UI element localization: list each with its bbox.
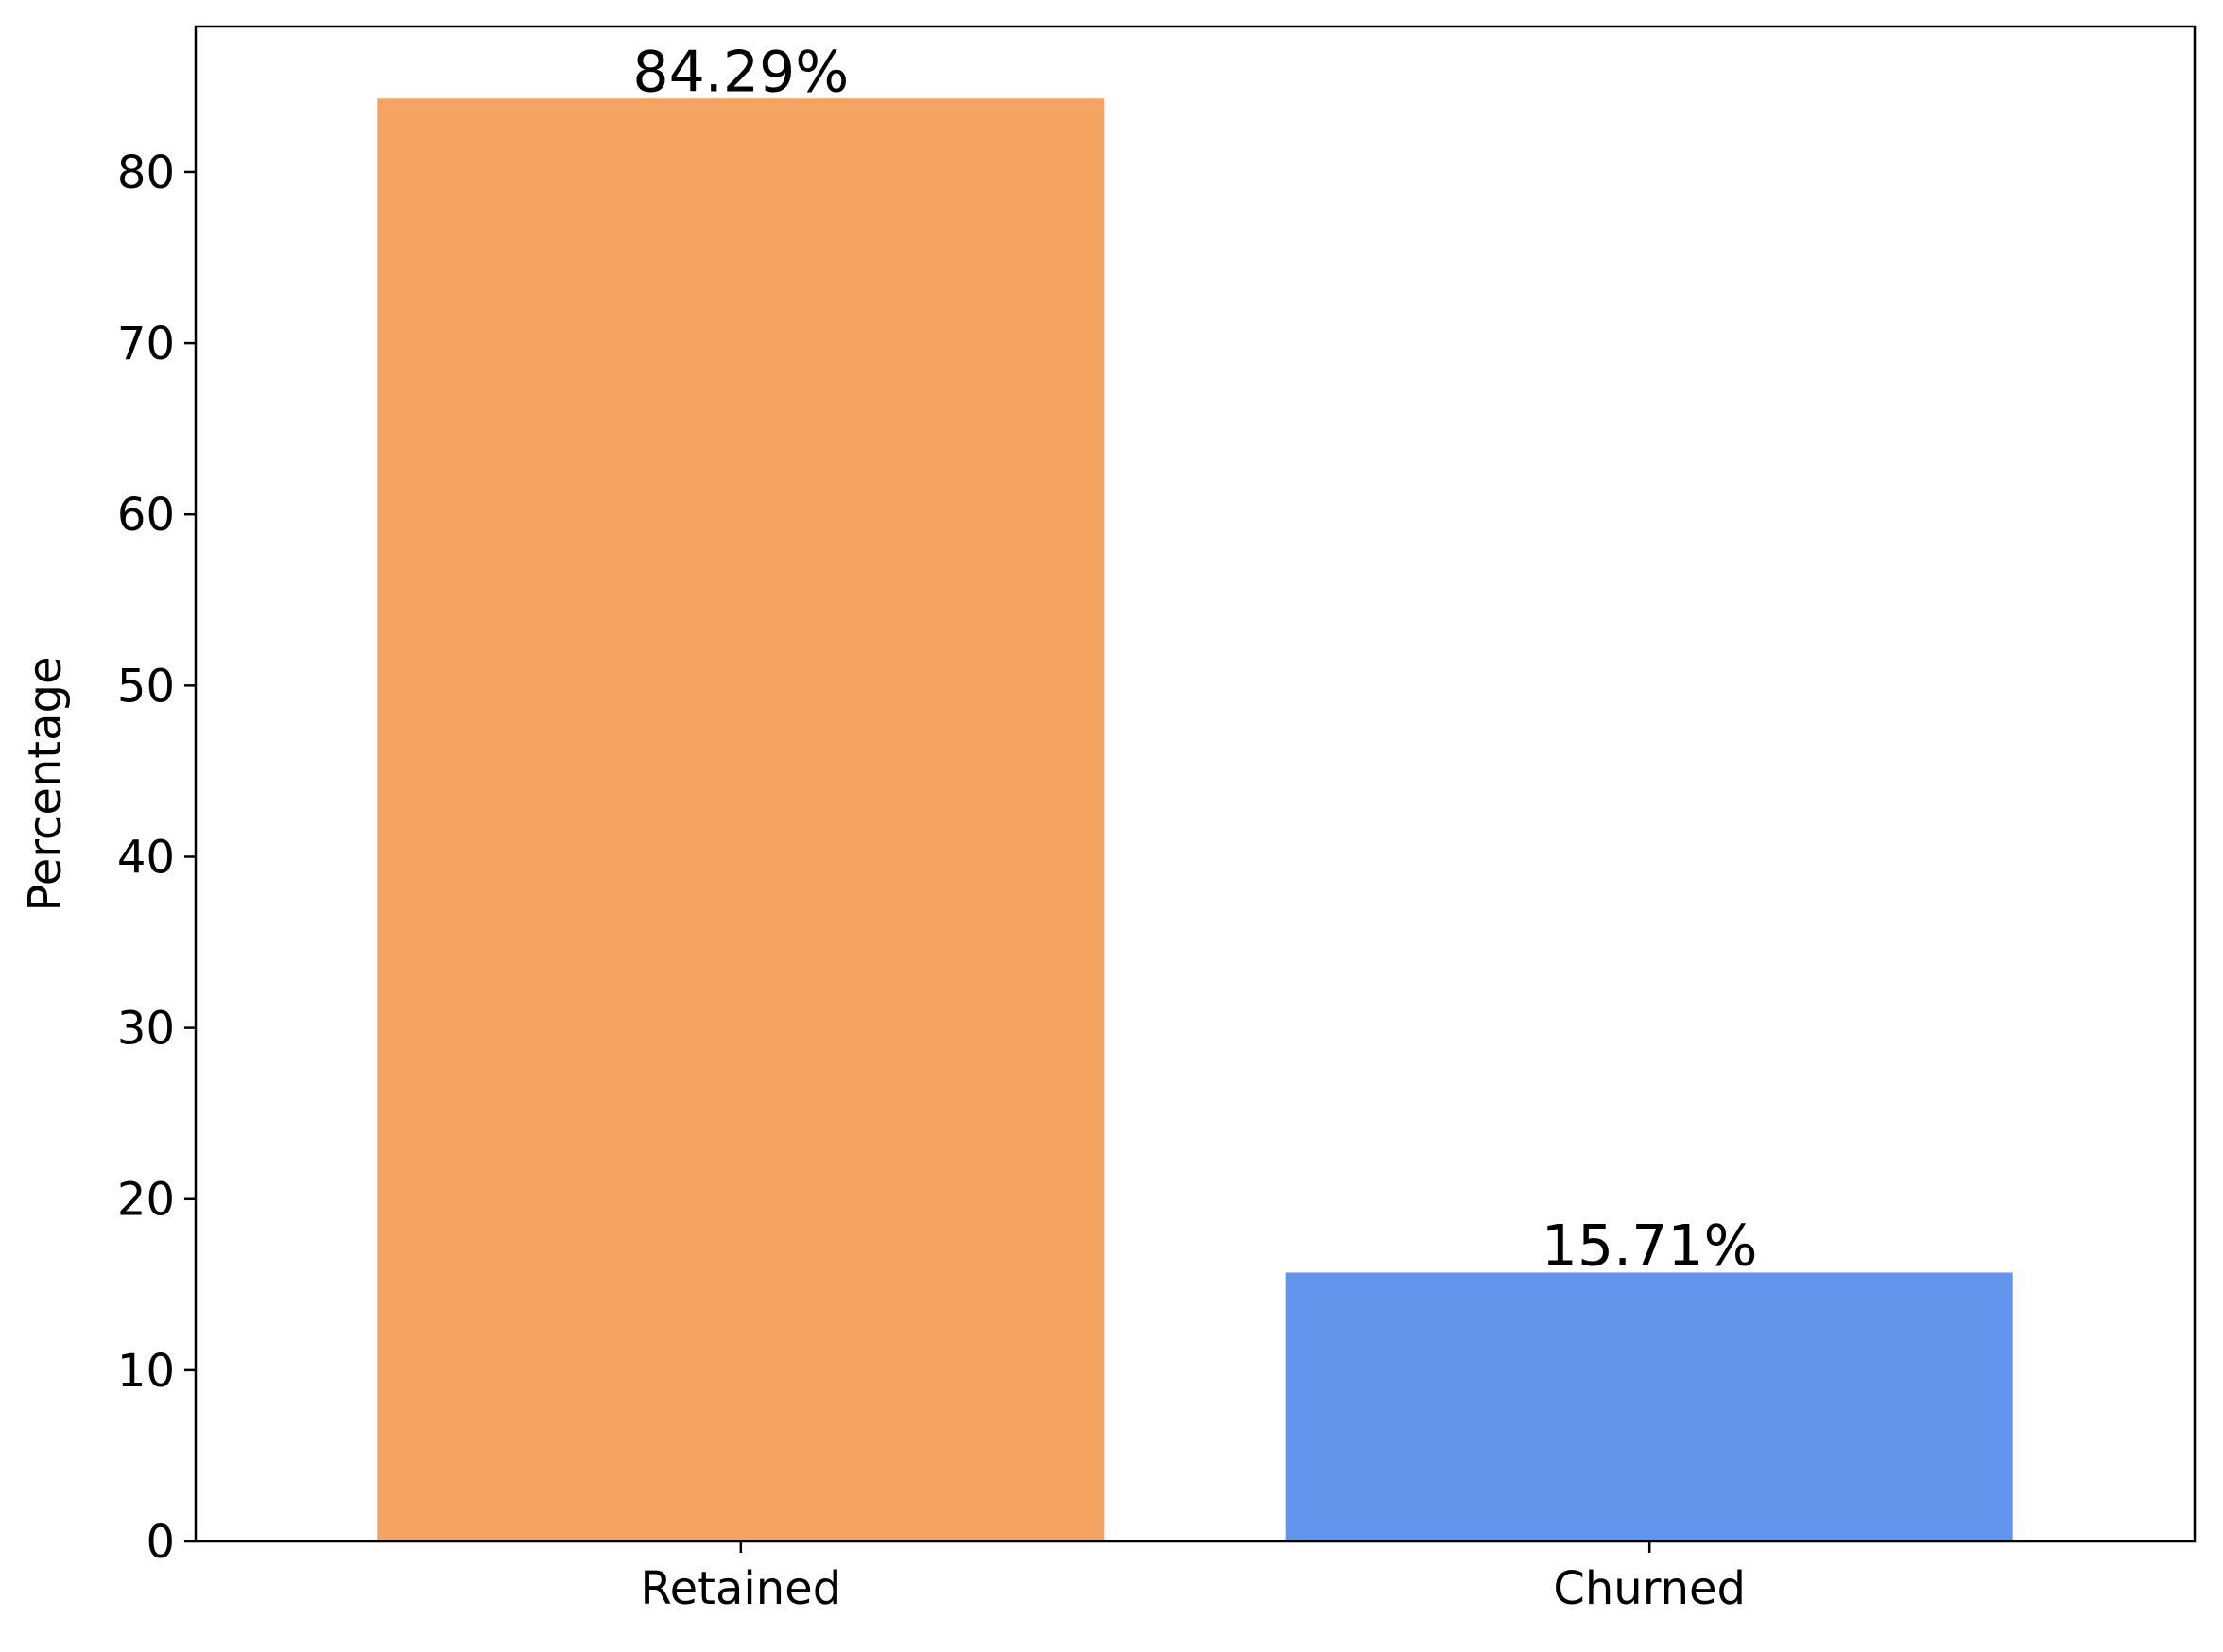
data-labels-layer: 84.29% 15.71% — [632, 39, 1757, 1279]
plot-frame — [194, 25, 2197, 1543]
y-axis-label: Percentage — [19, 656, 72, 911]
bar-retained — [377, 98, 1105, 1541]
y-tick-label-80: 80 — [117, 146, 175, 199]
x-axis: Retained Churned — [640, 1541, 1746, 1615]
y-tick-label-60: 60 — [117, 489, 175, 542]
y-tick-label-20: 20 — [117, 1174, 175, 1227]
x-tick-label-churned: Churned — [1553, 1562, 1746, 1615]
y-axis: 0 10 20 30 40 50 60 70 80 — [117, 146, 196, 1569]
y-tick-label-50: 50 — [117, 660, 175, 713]
bar-churned — [1285, 1272, 2013, 1541]
data-label-retained: 84.29% — [632, 39, 849, 105]
y-tick-label-70: 70 — [117, 318, 175, 370]
data-label-churned: 15.71% — [1542, 1213, 1758, 1279]
y-tick-label-0: 0 — [146, 1516, 175, 1569]
y-tick-label-30: 30 — [117, 1003, 175, 1056]
y-tick-label-10: 10 — [117, 1345, 175, 1398]
y-tick-label-40: 40 — [117, 831, 175, 884]
x-tick-label-retained: Retained — [640, 1562, 841, 1615]
bars-layer — [377, 98, 2013, 1541]
